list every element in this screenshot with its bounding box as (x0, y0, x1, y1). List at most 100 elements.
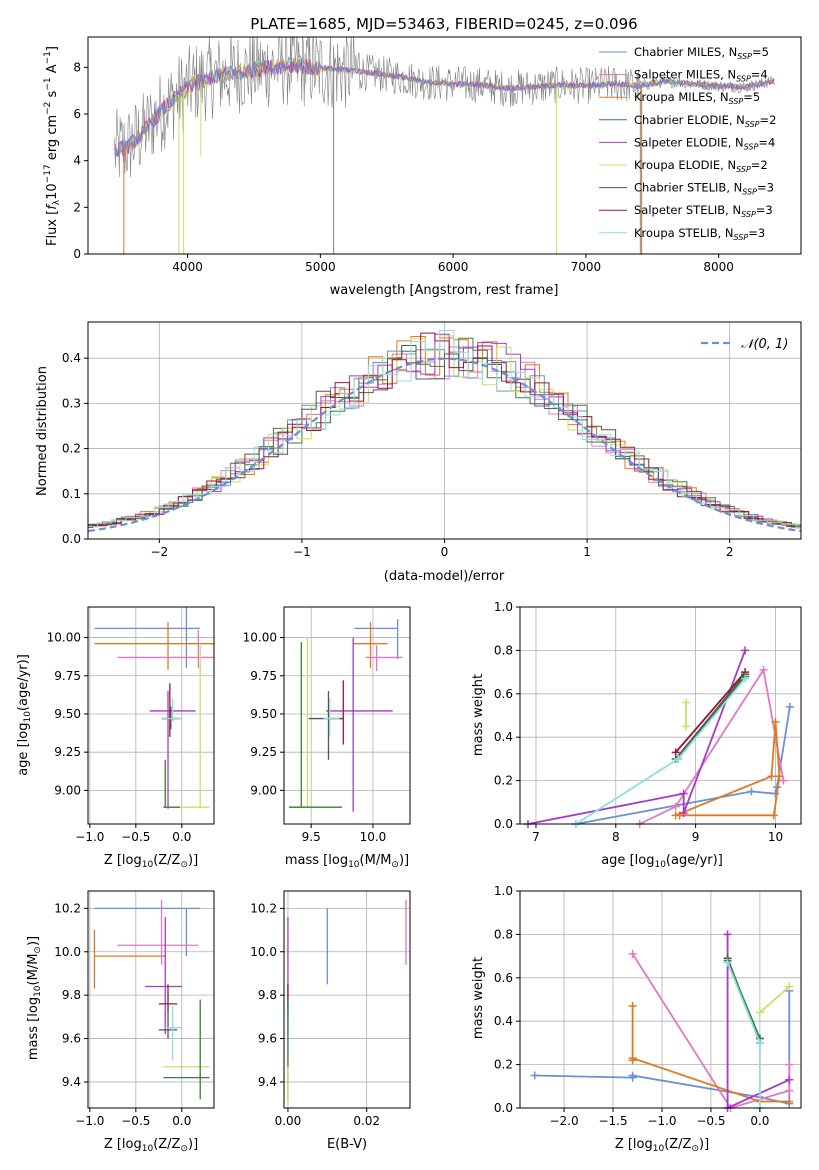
weight-marker (785, 1086, 794, 1095)
x-tick-label: 10.0 (360, 830, 387, 844)
axes-frame (87, 606, 215, 825)
y-tick-label: 0.2 (62, 442, 81, 456)
legend-label: Kroupa MILES, NSSP=5 (634, 90, 760, 106)
mass-vs-Z-panel: −1.0 −0.5 0.0 9.4 9.6 9.8 10.0 10.2 Z [log10(Z/… (26, 890, 215, 1154)
x-tick-label: −0.5 (121, 830, 150, 844)
weight-marker (785, 1097, 794, 1106)
weight-marker (771, 718, 780, 727)
axes-frame (283, 890, 411, 1109)
x-tick-label: −1.5 (598, 1114, 627, 1128)
y-tick-label: 0.1 (62, 487, 81, 501)
x-tick-label: 9.5 (302, 830, 321, 844)
y-tick-label: 10.00 (47, 631, 81, 645)
x-tick-label: −2.0 (549, 1114, 578, 1128)
weight-vs-age-panel: 7 8 9 10 0.0 0.2 0.4 0.6 0.8 1.0 age [log10(age/y… (471, 600, 802, 870)
y-tick-label: 9.4 (62, 1075, 81, 1089)
x-tick-label: 8 (612, 830, 620, 844)
y-tick-label: 9.75 (54, 669, 81, 683)
spectrum-lines (114, 37, 775, 254)
weight-marker (682, 698, 691, 707)
x-tick-label: 7000 (571, 260, 602, 274)
y-tick-label: 0.8 (494, 927, 513, 941)
age-vs-Z-ylabel: age [log10(age/yr)] (16, 654, 33, 776)
y-tick-label: 0.6 (494, 971, 513, 985)
weight-marker (671, 802, 680, 811)
spectrum-xlabel: wavelength [Angstrom, rest frame] (330, 283, 559, 298)
x-tick-label: 0.0 (750, 1114, 769, 1128)
weight-marker (679, 789, 688, 798)
model-spectrum-4 (114, 55, 775, 158)
weight-series-4 (675, 671, 746, 753)
residual-panel: −2 −1 0 1 2 0.0 0.1 0.2 0.3 0.4 (data-model)/erro… (35, 321, 802, 584)
x-tick-label: −0.5 (696, 1114, 725, 1128)
x-tick-label: 0.0 (172, 830, 191, 844)
y-tick-label: 9.25 (54, 745, 81, 759)
residual-xlabel: (data-model)/error (384, 569, 505, 584)
weight-marker (628, 1002, 637, 1011)
y-tick-label: 9.00 (250, 783, 277, 797)
normal-legend-label: 𝒩(0, 1) (741, 337, 788, 352)
x-tick-label: 1 (583, 545, 591, 559)
y-tick-label: 0.6 (494, 687, 513, 701)
y-tick-label: 9.8 (62, 988, 81, 1002)
age-vs-mass-xlabel: mass [log10(M/M⊙)] (285, 853, 409, 870)
y-tick-label: 9.4 (258, 1075, 277, 1089)
residual-steps (88, 330, 801, 533)
y-tick-label: 10.2 (250, 901, 277, 915)
y-tick-label: 0.0 (494, 1101, 513, 1115)
x-tick-label: 0.0 (172, 1114, 191, 1128)
y-tick-label: 9.50 (54, 707, 81, 721)
residual-legend: 𝒩(0, 1) (701, 337, 788, 352)
x-tick-label: −1.0 (75, 1114, 104, 1128)
weight-series-3 (527, 650, 746, 825)
y-tick-label: 0.4 (62, 351, 81, 365)
x-tick-label: −2 (150, 545, 168, 559)
weight-vs-Z-xlabel: Z [log10(Z/Z⊙)] (615, 1137, 709, 1154)
x-tick-label: 8000 (703, 260, 734, 274)
x-tick-label: 0.02 (353, 1114, 380, 1128)
residual-histogram-7 (88, 332, 801, 528)
residual-histogram-6 (88, 345, 801, 529)
weight-marker (767, 772, 776, 781)
weight-marker (628, 1054, 637, 1063)
x-tick-label: 5000 (305, 260, 336, 274)
y-tick-label: 9.6 (62, 1032, 81, 1046)
weight-marker (785, 1060, 794, 1069)
weight-vs-Z-panel: −2.0 −1.5 −1.0 −0.5 0.0 0.0 0.2 0.4 0.6 0.8 1.0 Z … (471, 884, 802, 1154)
y-tick-label: 1.0 (494, 600, 513, 614)
weight-marker (785, 982, 794, 991)
normal-curve (88, 357, 801, 533)
x-tick-label: −1.0 (75, 830, 104, 844)
age-vs-mass-panel: 9.5 10.0 9.00 9.25 9.50 9.75 10.00 mass [log10… (243, 606, 411, 870)
x-tick-label: 2 (726, 545, 734, 559)
y-tick-label: 6 (73, 107, 81, 121)
weight-marker (723, 958, 732, 967)
legend-label: Kroupa ELODIE, NSSP=2 (634, 158, 768, 174)
weight-vs-Z-ylabel: mass weight (471, 957, 486, 1039)
legend-label: Kroupa STELIB, NSSP=3 (634, 226, 765, 242)
y-tick-label: 0.0 (62, 532, 81, 546)
y-tick-label: 9.6 (258, 1032, 277, 1046)
weight-marker (755, 1008, 764, 1017)
weight-marker (785, 702, 794, 711)
mass-vs-Z-ylabel: mass [log10(M/M⊙)] (26, 936, 43, 1060)
age-vs-Z-xlabel: Z [log10(Z/Z⊙)] (104, 853, 198, 870)
y-tick-label: 10.2 (54, 901, 81, 915)
mass-vs-ebv-panel: 0.00 0.02 9.4 9.6 9.8 10.0 10.2 E(B-V) (250, 890, 411, 1152)
weight-series-5 (675, 673, 746, 760)
weight-marker (771, 789, 780, 798)
y-tick-label: 0 (73, 247, 81, 261)
weight-series-2 (675, 721, 781, 817)
weight-vs-age-xlabel: age [log10(age/yr)] (601, 853, 723, 870)
weight-marker (775, 772, 784, 781)
figure-title: PLATE=1685, MJD=53463, FIBERID=0245, z=0… (250, 15, 637, 33)
spectrum-ylabel: Flux [fλ10−17 erg cm−2 s−1 A−1] (43, 46, 62, 246)
y-tick-label: 0.0 (494, 817, 513, 831)
x-tick-label: 9 (692, 830, 700, 844)
weight-marker (785, 1075, 794, 1084)
axes-frame (87, 890, 215, 1109)
weight-marker (530, 1071, 539, 1080)
legend-label: Chabrier STELIB, NSSP=3 (634, 181, 774, 197)
axes-frame (519, 606, 802, 825)
axes-frame (283, 606, 411, 825)
